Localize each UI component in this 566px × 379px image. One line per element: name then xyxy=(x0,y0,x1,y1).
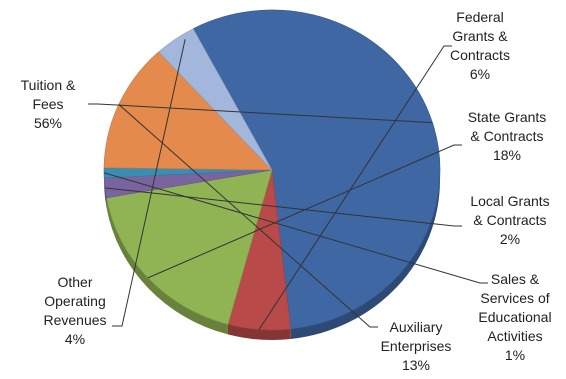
slice-side-state xyxy=(106,197,228,335)
slice-side-federal xyxy=(227,324,291,341)
label-sales-line-2: Services of xyxy=(480,290,550,306)
label-state-pct: 18% xyxy=(492,147,522,163)
leader-lines xyxy=(88,39,488,330)
label-federal-line-1: Federal xyxy=(456,9,504,25)
label-state-line-2: & Contracts xyxy=(470,128,544,144)
label-local-line-1: Local Grants xyxy=(470,193,550,209)
label-federal-line-2: Grants & xyxy=(452,28,508,44)
label-sales: Sales & Services of Educational Activiti… xyxy=(468,270,562,365)
label-state: State Grants & Contracts 18% xyxy=(455,108,559,165)
label-other: Other Operating Revenues 4% xyxy=(20,273,130,349)
label-local-pct: 2% xyxy=(499,231,521,247)
label-sales-line-4: Activities xyxy=(487,328,543,344)
label-federal-line-3: Contracts xyxy=(450,47,510,63)
label-other-line-3: Revenues xyxy=(43,312,107,328)
label-auxiliary-pct: 13% xyxy=(401,357,431,373)
label-auxiliary-line-2: Enterprises xyxy=(380,338,452,354)
label-sales-line-1: Sales & xyxy=(490,271,540,287)
label-auxiliary: Auxiliary Enterprises 13% xyxy=(366,318,466,375)
leader-line-tuition xyxy=(88,103,433,124)
leader-line-federal xyxy=(258,45,452,330)
label-other-pct: 4% xyxy=(64,331,86,347)
leader-line-state xyxy=(147,144,462,279)
leader-line-other xyxy=(112,39,186,327)
leader-line-local xyxy=(104,187,462,227)
label-local-line-2: & Contracts xyxy=(473,212,547,228)
label-federal: Federal Grants & Contracts 6% xyxy=(430,8,530,84)
leader-line-sales xyxy=(103,172,488,284)
label-tuition-line-2: Fees xyxy=(32,96,64,112)
slice-side-local xyxy=(104,177,107,208)
leader-line-auxiliary xyxy=(118,104,378,328)
label-tuition-line-1: Tuition & xyxy=(20,77,76,93)
label-state-line-1: State Grants xyxy=(467,109,547,125)
label-local: Local Grants & Contracts 2% xyxy=(458,192,562,249)
label-sales-line-3: Educational xyxy=(478,309,552,325)
label-other-line-1: Other xyxy=(57,274,93,290)
label-federal-pct: 6% xyxy=(469,66,491,82)
label-auxiliary-line-1: Auxiliary xyxy=(389,319,443,335)
label-other-line-2: Operating xyxy=(44,293,106,309)
pie-slices xyxy=(103,9,441,341)
label-tuition: Tuition & Fees 56% xyxy=(4,76,92,133)
label-tuition-pct: 56% xyxy=(33,115,63,131)
slice-side-tuition xyxy=(290,170,440,340)
slice-other xyxy=(158,28,273,171)
label-sales-pct: 1% xyxy=(504,347,526,363)
